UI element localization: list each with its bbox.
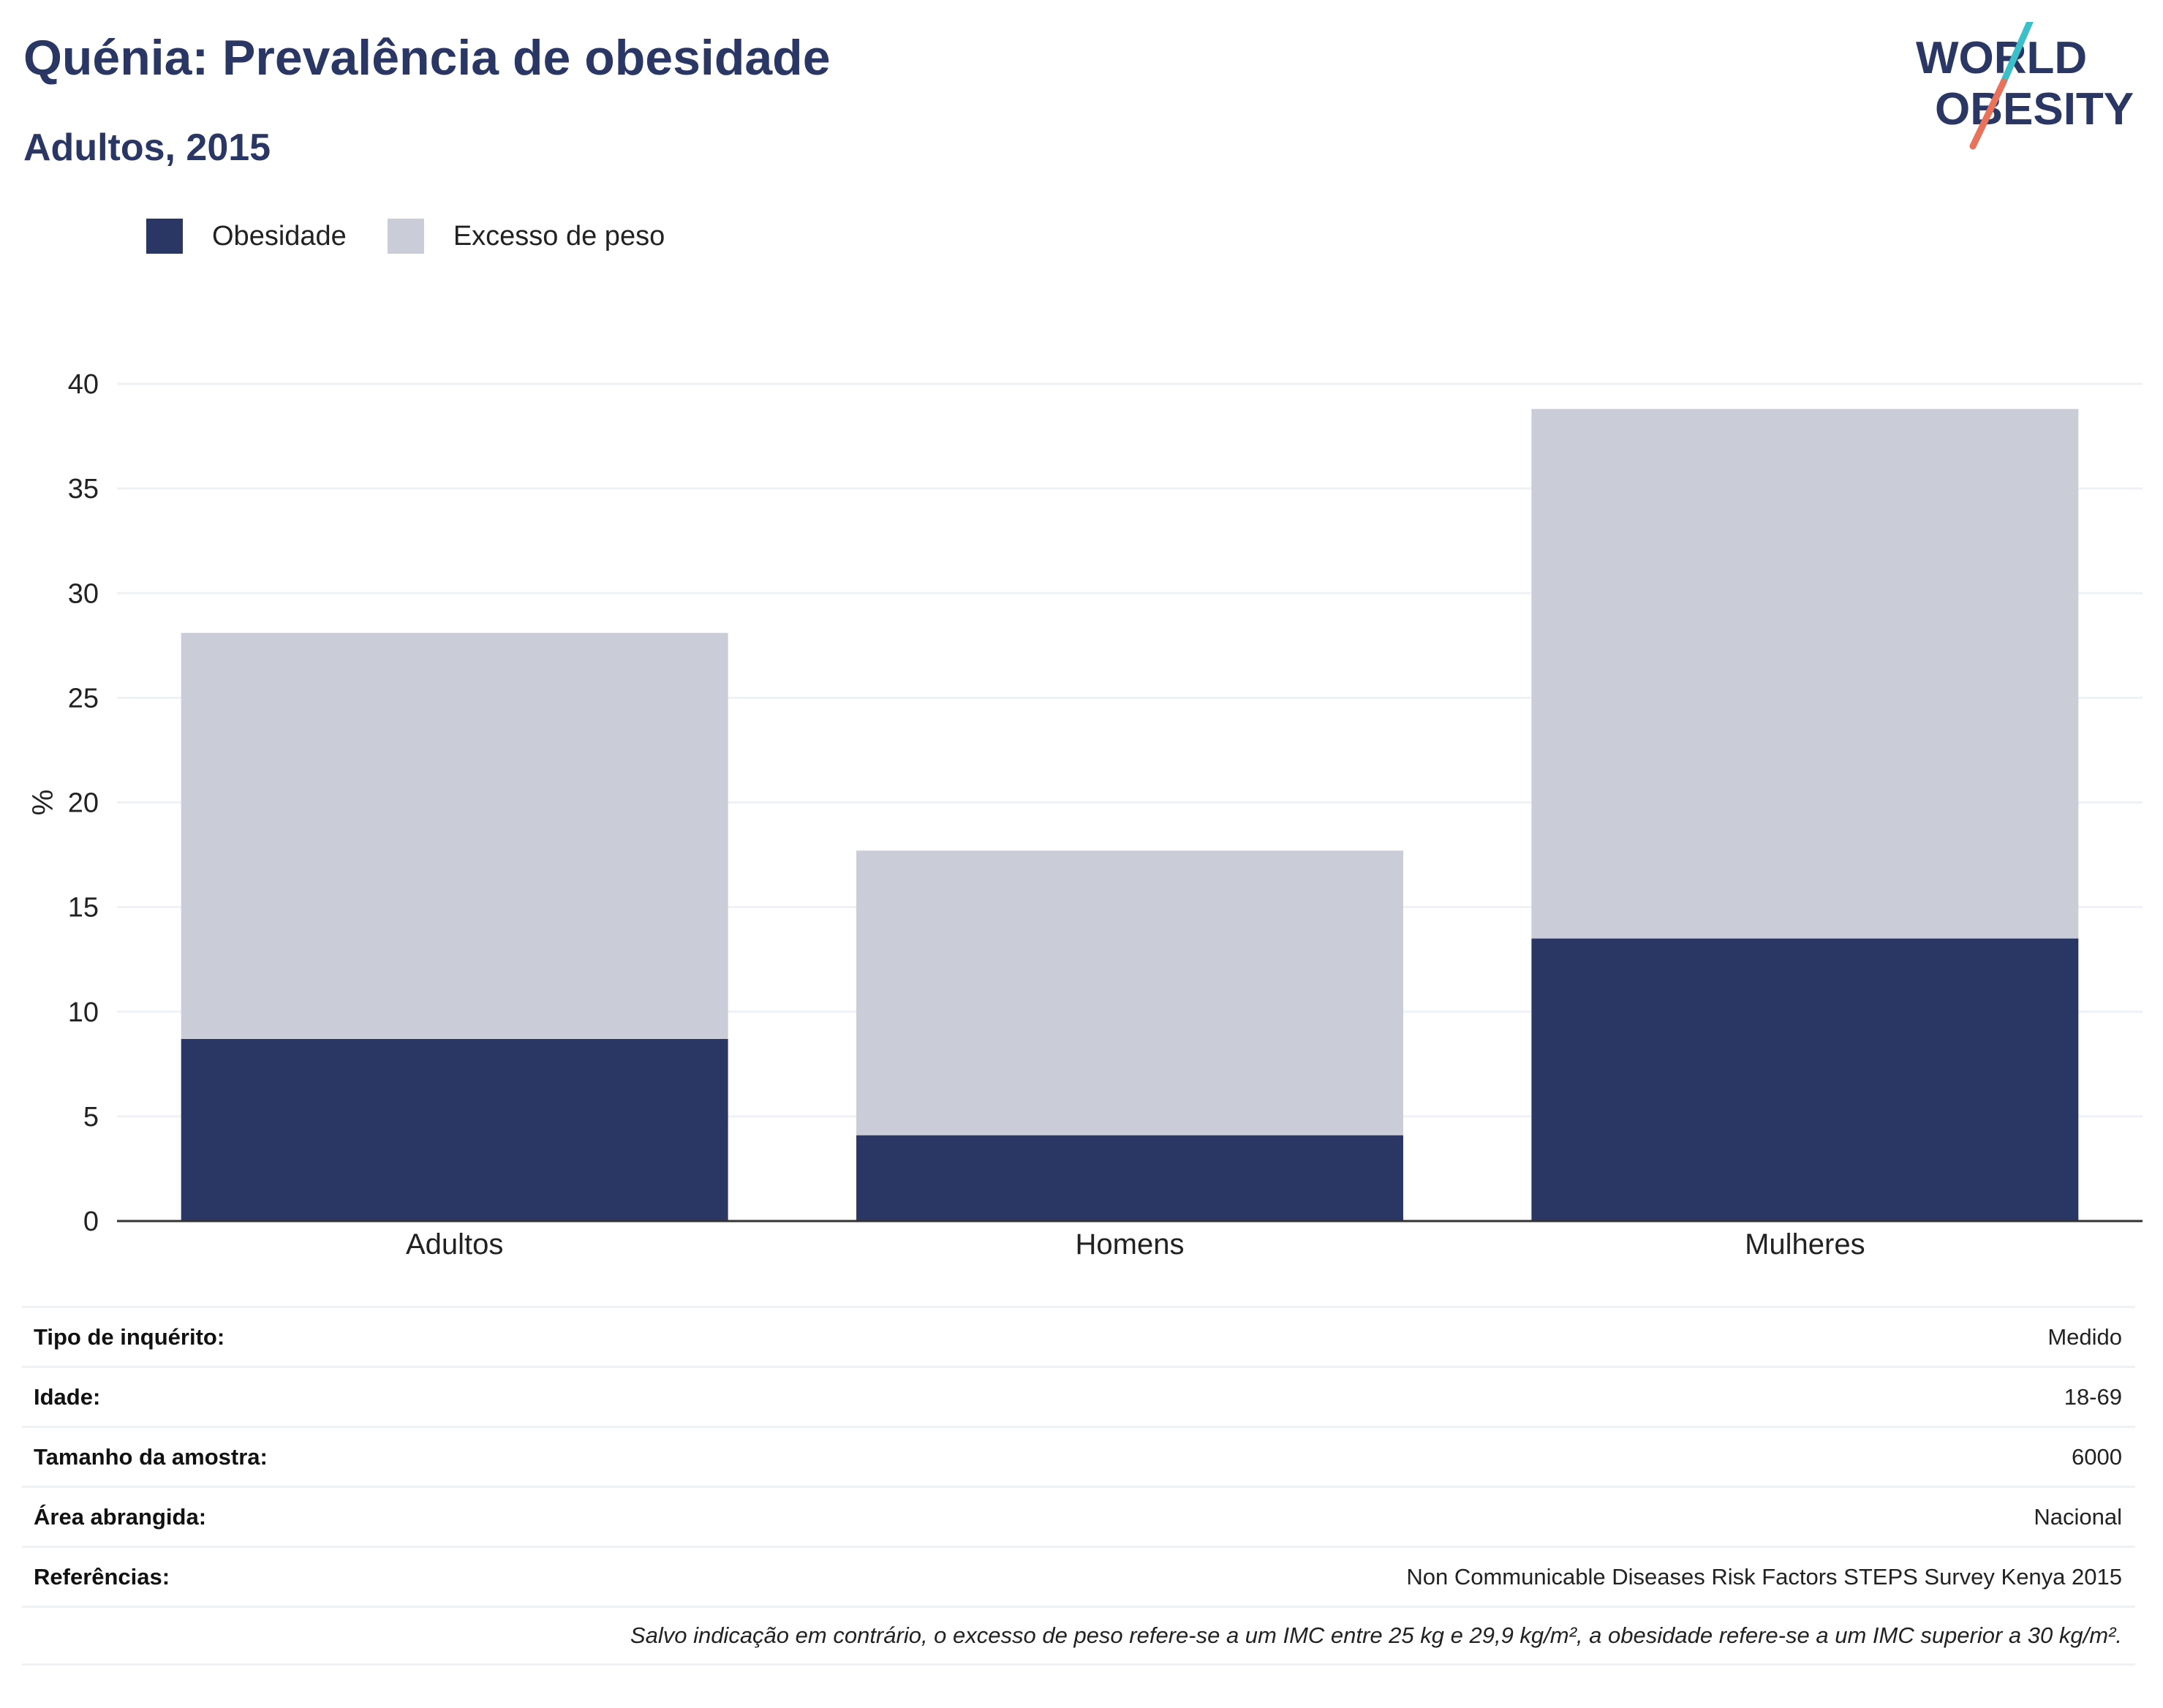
- logo-slash-coral: [1969, 78, 2007, 150]
- y-tick-label: 5: [83, 1102, 99, 1133]
- y-tick-label: 40: [68, 369, 99, 400]
- info-row-references: Referências: Non Communicable Diseases R…: [22, 1546, 2135, 1606]
- legend-swatch-obesity: [146, 219, 183, 254]
- legend-label-obesity: Obesidade: [212, 220, 347, 252]
- legend-item-obesity[interactable]: Obesidade: [146, 219, 347, 254]
- chart-subtitle: Adultos, 2015: [23, 126, 271, 169]
- x-tick-label: Mulheres: [1745, 1228, 1865, 1261]
- bar-overweight-homens[interactable]: [856, 850, 1403, 1135]
- chart-legend: Obesidade Excesso de peso: [146, 218, 706, 254]
- survey-info-table: Tipo de inquérito: Medido Idade: 18-69 T…: [22, 1306, 2135, 1666]
- chart-title: Quénia: Prevalência de obesidade: [23, 30, 831, 86]
- info-label: Idade:: [34, 1383, 101, 1410]
- y-tick-label: 15: [68, 893, 99, 923]
- info-label: Área abrangida:: [34, 1503, 207, 1530]
- info-value: 18-69: [2064, 1383, 2122, 1410]
- info-row-survey-type: Tipo de inquérito: Medido: [22, 1306, 2135, 1366]
- bar-chart: 0 5 10 15 20 25 30 35 40% Adultos Homens Mulheres: [27, 369, 2143, 1261]
- info-row-age: Idade: 18-69: [22, 1366, 2135, 1426]
- info-label: Tamanho da amostra:: [34, 1443, 268, 1470]
- bar-obesity-homens[interactable]: [856, 1135, 1403, 1221]
- info-label: Tipo de inquérito:: [34, 1323, 225, 1350]
- info-value: Non Communicable Diseases Risk Factors S…: [1406, 1563, 2122, 1590]
- legend-label-overweight: Excesso de peso: [453, 220, 665, 252]
- bar-overweight-adultos[interactable]: [181, 632, 728, 1039]
- y-tick-label: 0: [83, 1206, 99, 1237]
- x-tick-label: Homens: [1076, 1228, 1185, 1261]
- logo-slash-teal: [2000, 22, 2034, 86]
- info-row-sample-size: Tamanho da amostra: 6000: [22, 1426, 2135, 1486]
- x-tick-label: Adultos: [406, 1228, 503, 1261]
- bar-obesity-mulheres[interactable]: [1531, 938, 2079, 1221]
- y-tick-label: 10: [68, 997, 99, 1028]
- bar-obesity-adultos[interactable]: [181, 1038, 728, 1221]
- y-tick-label: 20: [68, 788, 99, 819]
- info-label: Referências:: [34, 1563, 170, 1590]
- legend-swatch-overweight: [387, 219, 424, 254]
- logo-word-world: WORLD: [1916, 33, 2087, 83]
- info-value: Medido: [2047, 1323, 2122, 1350]
- info-row-area-covered: Área abrangida: Nacional: [22, 1486, 2135, 1546]
- logo-word-obesity: OBESITY: [1935, 84, 2134, 135]
- legend-item-overweight[interactable]: Excesso de peso: [387, 219, 665, 254]
- info-value: Nacional: [2034, 1503, 2122, 1530]
- world-obesity-logo: WORLD OBESITY: [1916, 22, 2134, 150]
- y-axis-label: %: [27, 790, 59, 816]
- bar-overweight-mulheres[interactable]: [1531, 409, 2079, 939]
- bmi-definition-note: Salvo indicação em contrário, o excesso …: [22, 1606, 2135, 1666]
- y-tick-label: 25: [68, 683, 99, 714]
- info-value: 6000: [2072, 1443, 2122, 1470]
- y-tick-label: 35: [68, 474, 99, 505]
- y-tick-label: 30: [68, 578, 99, 609]
